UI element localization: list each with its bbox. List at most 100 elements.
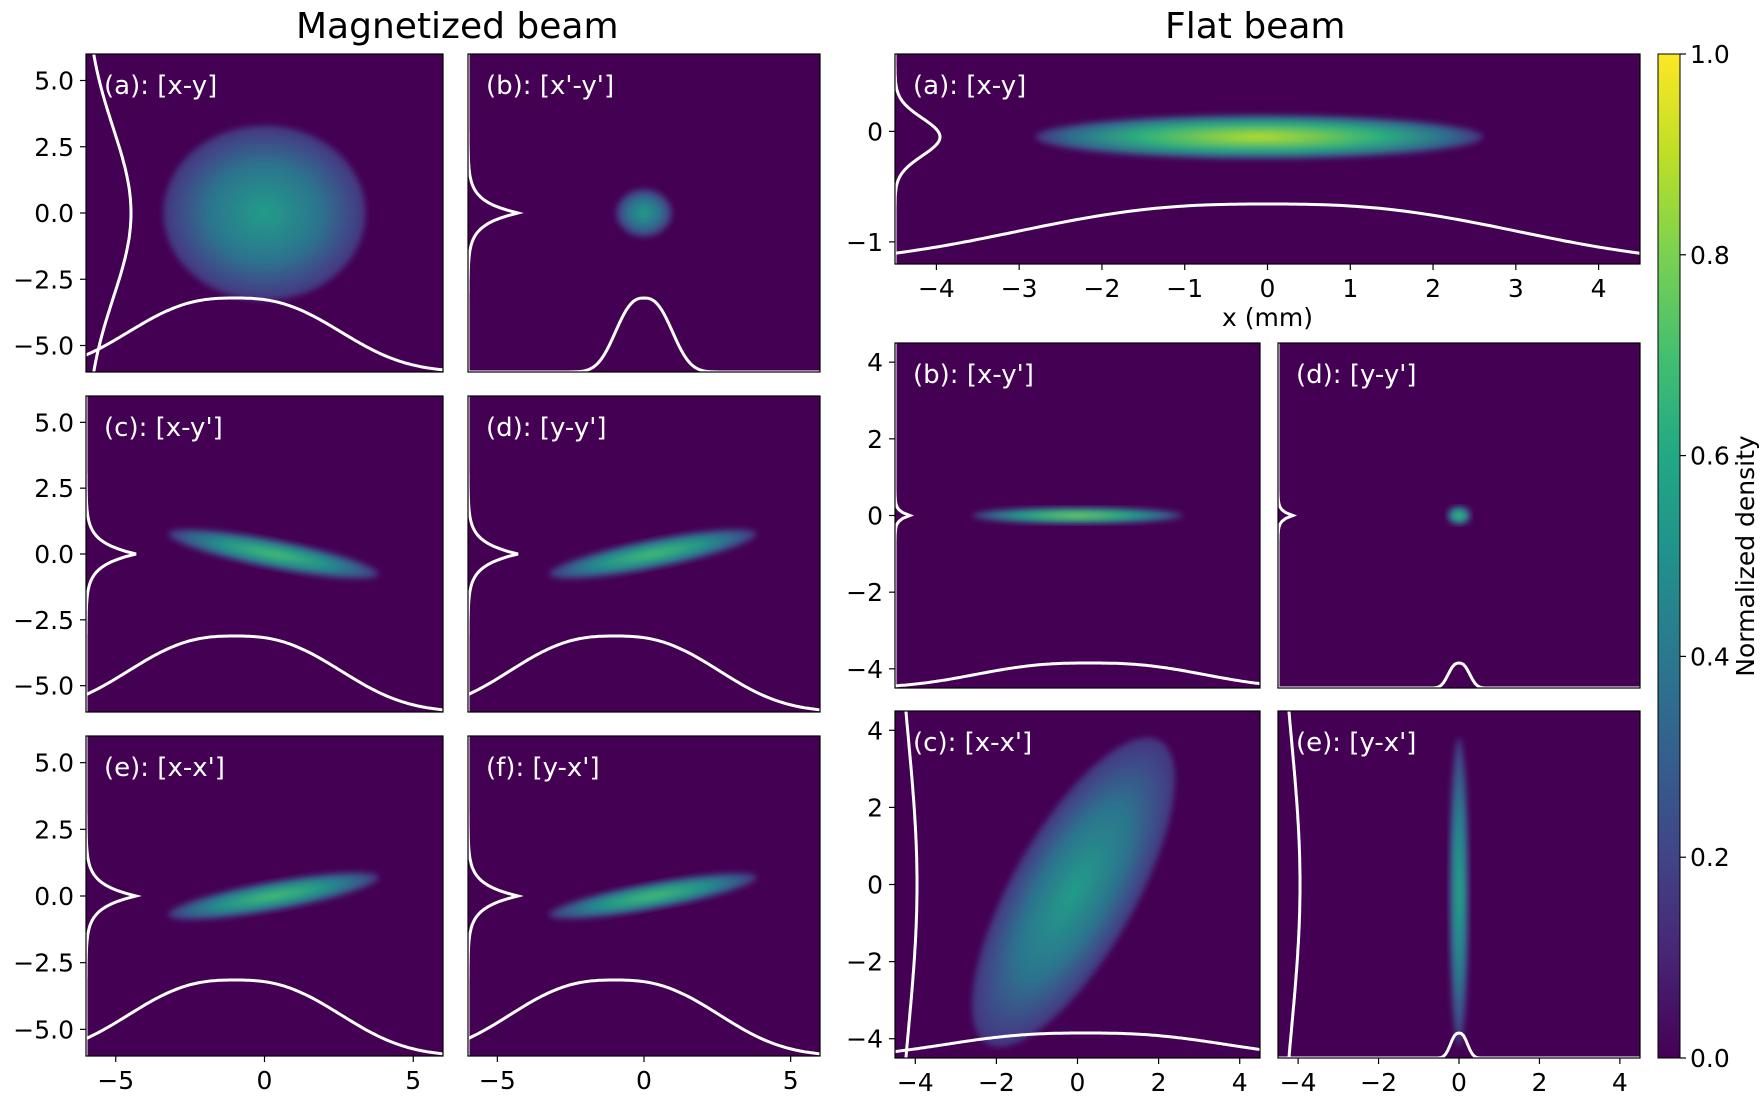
y-tick-label: −5.0 — [13, 332, 74, 361]
panel-label: (c): [x-x'] — [913, 728, 1032, 758]
y-tick-label: −5.0 — [13, 1015, 74, 1044]
y-tick-label: 0.0 — [34, 199, 74, 228]
y-profile-curve — [92, 54, 133, 372]
x-tick-label: 0 — [1451, 1068, 1467, 1097]
y-profile-curve — [468, 54, 524, 372]
panel-frame — [467, 53, 821, 373]
density-blob — [616, 189, 672, 237]
x-tick-label: −5 — [479, 1066, 516, 1095]
x-tick-label: −3 — [1001, 274, 1038, 303]
x-profile-curve — [86, 296, 443, 372]
panel-frame — [467, 395, 821, 713]
density-blob — [1448, 737, 1470, 1047]
y-tick-label: 2.5 — [34, 815, 74, 844]
y-tick-label: −2 — [846, 948, 883, 977]
y-profile-curve — [904, 711, 919, 1058]
panel-1: (a): [x-y] 5.0 2.5 0.0 −2.5 −5.0 — [13, 53, 444, 373]
x-tick-label: 5 — [783, 1066, 799, 1095]
panel-label: (e): [y-x'] — [1296, 728, 1416, 758]
panel-label: (d): [y-y'] — [1296, 360, 1417, 390]
panel-9: (d): [y-y'] — [1277, 342, 1641, 689]
y-tick-label: 4 — [867, 348, 883, 377]
x-tick-label: −4 — [897, 1068, 934, 1097]
panel-label: (e): [x-x'] — [104, 753, 225, 783]
y-tick-label: −1 — [846, 228, 883, 257]
colorbar-label: Normalized density — [1731, 435, 1760, 677]
y-tick-label: 2 — [867, 425, 883, 454]
colorbar-tick-label: 0.8 — [1690, 241, 1730, 270]
magnetized-beam-title: Magnetized beam — [296, 6, 619, 47]
y-tick-label: −2.5 — [13, 949, 74, 978]
y-tick-label: 2 — [867, 793, 883, 822]
panel-11: (e): [y-x'] −4 −2 0 2 4 — [1277, 710, 1641, 1097]
colorbar-tick-label: 0.6 — [1690, 442, 1730, 471]
y-tick-label: 5.0 — [34, 408, 74, 437]
x-axis-label: x (mm) — [1222, 303, 1313, 332]
panel-8: (b): [x-y'] 4 2 0 −2 −4 — [846, 342, 1261, 689]
panel-5: (e): [x-x'] 5.0 2.5 0.0 −2.5 −5.0 −5 0 5 — [13, 735, 444, 1095]
density-blob — [972, 507, 1183, 524]
x-tick-label: −4 — [1280, 1068, 1317, 1097]
y-profile-curve — [468, 736, 524, 1056]
x-tick-label: 0 — [1260, 274, 1276, 303]
x-tick-label: −2 — [1084, 274, 1121, 303]
y-profile-curve — [895, 343, 915, 688]
x-tick-label: 1 — [1342, 274, 1358, 303]
panel-3: (c): [x-y'] 5.0 2.5 0.0 −2.5 −5.0 — [13, 395, 444, 713]
colorbar-tick-label: 0.2 — [1690, 843, 1730, 872]
y-tick-label: −5.0 — [13, 672, 74, 701]
x-profile-curve — [468, 634, 820, 712]
colorbar-tick-label: 0.0 — [1690, 1044, 1730, 1073]
y-tick-label: 0.0 — [34, 540, 74, 569]
panel-6: (f): [y-x'] −5 0 5 — [467, 735, 821, 1095]
x-tick-label: 3 — [1508, 274, 1524, 303]
x-tick-label: 0 — [636, 1066, 652, 1095]
colorbar-tick-label: 1.0 — [1690, 40, 1730, 69]
panel-label: (b): [x'-y'] — [486, 71, 614, 101]
x-tick-label: 2 — [1151, 1068, 1167, 1097]
flat-beam-title: Flat beam — [1165, 6, 1346, 47]
x-tick-label: −5 — [97, 1066, 134, 1095]
x-tick-label: 4 — [1591, 274, 1607, 303]
density-blob — [971, 737, 1175, 1047]
panel-label: (b): [x-y'] — [913, 360, 1034, 390]
panel-label: (c): [x-y'] — [104, 413, 223, 443]
panel-10: (c): [x-x'] 4 2 0 −2 −4 −4 −2 0 2 4 — [846, 710, 1261, 1097]
y-tick-label: 0 — [867, 502, 883, 531]
y-tick-label: −2.5 — [13, 606, 74, 635]
colorbar-frame — [1657, 53, 1681, 1059]
x-tick-label: −1 — [1166, 274, 1203, 303]
panel-frame — [1277, 342, 1641, 689]
panel-label: (f): [y-x'] — [486, 753, 600, 783]
x-profile-curve — [895, 202, 1640, 255]
y-profile-curve — [895, 54, 942, 264]
x-profile-curve — [86, 978, 443, 1056]
y-profile-curve — [86, 736, 142, 1056]
density-blob — [168, 529, 379, 579]
x-tick-label: 5 — [405, 1066, 421, 1095]
x-tick-label: −2 — [1360, 1068, 1397, 1097]
y-profile-curve — [468, 396, 519, 712]
x-profile-curve — [1278, 1031, 1640, 1058]
x-profile-curve — [895, 661, 1260, 688]
panel-background — [895, 54, 1640, 264]
panel-7: (a): [x-y] 0 −1 −4 −3 −2 −1 0 1 2 3 4 x (mm) — [846, 53, 1641, 332]
y-tick-label: 0.0 — [34, 882, 74, 911]
y-tick-label: 0 — [867, 871, 883, 900]
x-tick-label: 2 — [1425, 274, 1441, 303]
y-profile-curve — [1278, 343, 1298, 688]
density-blob — [167, 872, 379, 920]
y-tick-label: 5.0 — [34, 749, 74, 778]
panel-2: (b): [x'-y'] — [467, 53, 821, 373]
y-tick-label: 2.5 — [34, 133, 74, 162]
y-tick-label: 2.5 — [34, 474, 74, 503]
y-tick-label: 0 — [867, 117, 883, 146]
x-tick-label: 4 — [1612, 1068, 1628, 1097]
x-tick-label: −2 — [978, 1068, 1015, 1097]
panel-label: (a): [x-y] — [104, 71, 217, 101]
density-blob — [1446, 505, 1472, 526]
density-blob — [549, 529, 757, 579]
panel-label: (a): [x-y] — [913, 71, 1026, 101]
x-tick-label: 0 — [1070, 1068, 1086, 1097]
